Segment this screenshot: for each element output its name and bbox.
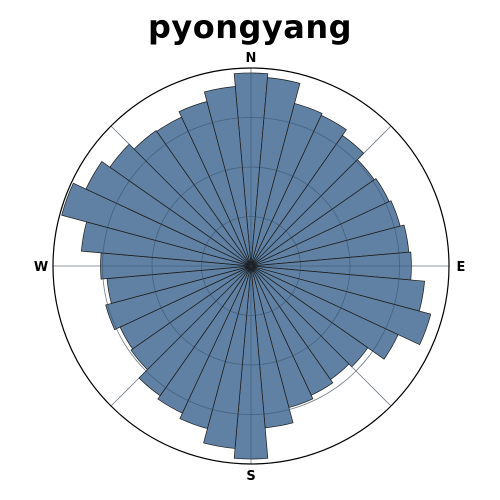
rose-bar — [61, 182, 252, 267]
rose-bar — [85, 161, 252, 267]
compass-label-east: E — [457, 260, 466, 275]
rose-bar — [203, 265, 252, 449]
chart-title: pyongyang — [147, 8, 353, 46]
rose-bar — [250, 77, 301, 267]
compass-label-south: S — [246, 469, 255, 484]
rose-bar — [109, 143, 252, 267]
rose-bar — [250, 134, 365, 267]
compass-label-west: W — [34, 260, 48, 275]
rose-bar — [250, 265, 432, 346]
grid-circle — [102, 117, 400, 415]
rose-bar — [250, 103, 323, 267]
rose-bar — [133, 130, 252, 267]
rose-bar — [233, 265, 269, 460]
rose-bar — [250, 114, 347, 267]
rose-bar — [157, 265, 252, 414]
grid-spoke — [110, 265, 252, 407]
rose-bar — [203, 86, 252, 267]
grid-circle — [151, 166, 351, 366]
grid-circle — [201, 216, 301, 316]
rose-bar — [105, 265, 252, 331]
rose-bar — [179, 265, 252, 429]
rose-bar — [250, 265, 399, 360]
rose-bar — [250, 265, 369, 368]
outer-ring — [52, 67, 450, 465]
compass-label-north: N — [246, 51, 257, 66]
grid-spoke — [110, 125, 252, 267]
rose-bar — [233, 72, 269, 267]
rose-bar — [130, 265, 252, 371]
grid-overlay — [53, 68, 449, 464]
bar-layer — [53, 68, 449, 464]
grid-spoke — [250, 265, 392, 407]
rose-bar — [138, 265, 252, 397]
grid-spoke — [250, 125, 392, 267]
